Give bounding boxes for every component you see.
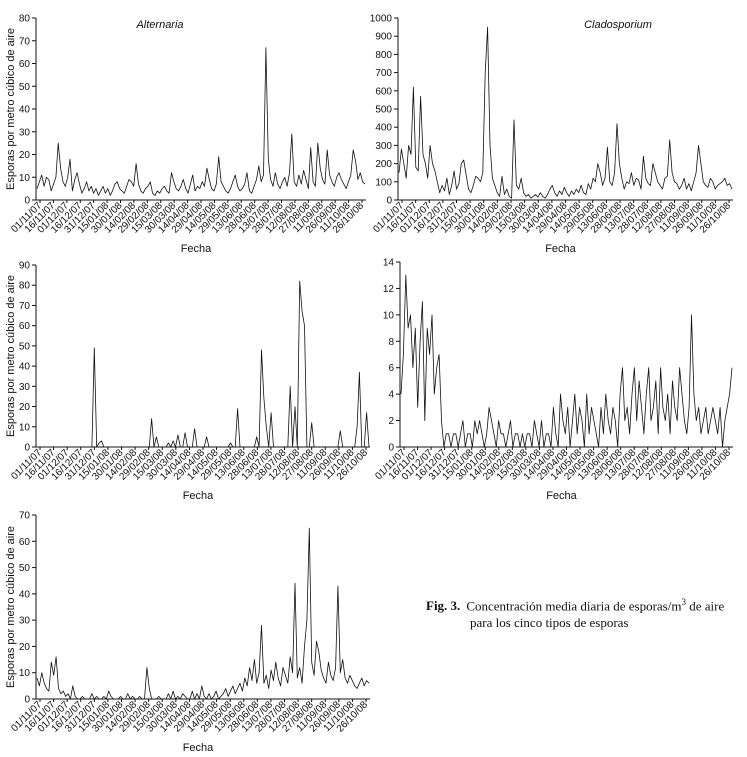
y-tick-label: 60 [19,537,31,548]
y-tick-label: 80 [19,14,31,25]
y-tick-label: 50 [19,82,31,93]
y-tick-label: 400 [375,123,392,134]
y-tick-label: 600 [375,86,392,97]
series-line [398,26,733,199]
y-tick-label: 0 [388,443,394,454]
caption-line1-end: de aire [685,598,725,614]
y-tick-label: 200 [375,159,392,170]
x-axis-title: Fecha [546,490,577,502]
y-tick-label: 14 [383,258,395,269]
series-line [400,274,733,448]
chart-panel-4: 0246810121401/11/0716/11/0701/12/0716/12… [373,258,733,503]
y-tick-label: 700 [375,68,392,79]
x-axis-title: Fecha [183,490,214,502]
chart-cladosporium: 0100200300400500600700800900100001/11/07… [370,14,734,256]
series-line [36,527,370,700]
y-tick-label: 1000 [370,14,393,25]
y-axis-title: Esporas por metro cúbico de aire [5,526,17,688]
y-tick-label: 70 [19,511,31,522]
y-tick-label: 8 [388,337,394,348]
y-tick-label: 20 [19,642,31,653]
caption-superscript: 3 [681,597,686,607]
y-tick-label: 0 [24,443,30,454]
y-tick-label: 4 [388,390,394,401]
y-tick-label: 20 [19,402,31,413]
caption-line1: Concentración media diaria de esporas/m [466,598,682,614]
y-axis-title: Esporas por metro cúbico de aire [5,275,17,437]
y-axis-title: Esporas por metro cúbico de aire [5,28,17,190]
y-tick-label: 10 [19,173,31,184]
y-tick-label: 900 [375,32,392,43]
figure-caption: Fig. 3. Concentración media diaria de esp… [426,594,746,631]
y-tick-label: 0 [24,196,30,207]
chart-title: Alternaria [135,19,183,31]
y-tick-label: 60 [19,321,31,332]
y-tick-label: 40 [19,105,31,116]
y-tick-label: 70 [19,301,31,312]
y-tick-label: 50 [19,563,31,574]
series-line [37,280,370,448]
y-tick-label: 70 [19,36,31,47]
y-tick-label: 30 [19,382,31,393]
y-tick-label: 2 [388,416,394,427]
caption-label: Fig. 3. [426,598,461,614]
chart-alternaria: 0102030405060708001/11/0716/11/0701/12/0… [5,14,366,256]
y-tick-label: 60 [19,59,31,70]
y-tick-label: 10 [383,310,395,321]
y-tick-label: 90 [19,261,31,272]
x-axis-title: Fecha [181,243,212,255]
y-tick-label: 50 [19,341,31,352]
chart-panel-5: 01020304050607001/11/0716/11/0701/12/071… [5,511,370,755]
y-tick-label: 300 [375,141,392,152]
y-tick-label: 10 [19,668,31,679]
y-tick-label: 6 [388,363,394,374]
series-line [36,47,366,196]
x-axis-title: Fecha [183,742,214,754]
y-tick-label: 100 [375,177,392,188]
x-axis-title: Fecha [545,243,576,255]
y-tick-label: 80 [19,281,31,292]
y-tick-label: 500 [375,105,392,116]
y-tick-label: 40 [19,362,31,373]
y-tick-label: 12 [383,284,395,295]
y-tick-label: 30 [19,127,31,138]
y-tick-label: 0 [24,695,30,706]
y-tick-label: 30 [19,616,31,627]
chart-panel-3: 010203040506070809001/11/0716/11/0701/12… [5,261,370,503]
chart-title: Cladosporium [584,19,652,31]
caption-line2: para los cinco tipos de esporas [470,615,629,631]
y-tick-label: 0 [386,196,392,207]
y-tick-label: 10 [19,422,31,433]
y-tick-label: 40 [19,589,31,600]
y-tick-label: 20 [19,150,31,161]
y-tick-label: 800 [375,50,392,61]
